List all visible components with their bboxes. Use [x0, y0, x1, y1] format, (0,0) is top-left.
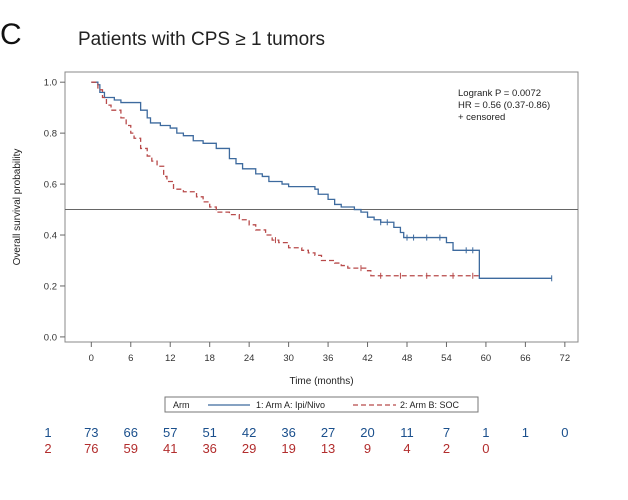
risk-count: 66 [124, 425, 138, 440]
risk-table-row-arm-b: 2 76 59 41 36 29 19 13 9 4 2 0 [0, 441, 628, 457]
y-axis: 0.0 0.2 0.4 0.6 0.8 1.0 [44, 78, 65, 344]
x-tick-label: 24 [244, 353, 255, 364]
y-tick-label: 0.0 [44, 332, 57, 343]
x-tick-label: 12 [165, 353, 176, 364]
risk-count: 7 [443, 425, 450, 440]
y-tick-label: 0.8 [44, 129, 57, 140]
risk-count: 41 [163, 441, 177, 456]
legend-title: Arm [173, 400, 190, 410]
risk-count: 76 [84, 441, 98, 456]
x-tick-label: 6 [128, 353, 133, 364]
risk-count: 59 [124, 441, 138, 456]
risk-count: 29 [242, 441, 256, 456]
risk-count: 73 [84, 425, 98, 440]
stats-annotation: Logrank P = 0.0072HR = 0.56 (0.37-0.86)+… [458, 88, 550, 123]
y-tick-label: 0.6 [44, 180, 57, 191]
risk-count: 1 [482, 425, 489, 440]
risk-arm-label: 1 [44, 425, 51, 440]
legend-label-arm-a: 1: Arm A: Ipi/Nivo [256, 400, 325, 410]
risk-count: 0 [482, 441, 489, 456]
risk-count: 2 [443, 441, 450, 456]
y-tick-label: 0.4 [44, 231, 57, 242]
x-axis: 0 6 12 18 24 30 36 42 48 54 60 66 72 [89, 342, 570, 364]
x-tick-label: 18 [204, 353, 215, 364]
risk-count: 4 [403, 441, 410, 456]
risk-count: 19 [281, 441, 295, 456]
x-tick-label: 48 [402, 353, 413, 364]
risk-count: 13 [321, 441, 335, 456]
risk-count: 36 [202, 441, 216, 456]
arm-b-curve [91, 82, 479, 276]
risk-count: 9 [364, 441, 371, 456]
y-tick-label: 1.0 [44, 78, 57, 89]
risk-table-row-arm-a: 17366575142362720117110 [0, 425, 628, 441]
x-tick-label: 66 [520, 353, 531, 364]
risk-count: 42 [242, 425, 256, 440]
risk-count: 27 [321, 425, 335, 440]
x-tick-label: 0 [89, 353, 94, 364]
risk-count: 57 [163, 425, 177, 440]
stats-annotation-line: HR = 0.56 (0.37-0.86) [458, 100, 550, 111]
y-tick-label: 0.2 [44, 281, 57, 292]
legend: Arm 1: Arm A: Ipi/Nivo 2: Arm B: SOC [165, 397, 478, 412]
legend-label-arm-b: 2: Arm B: SOC [400, 400, 460, 410]
risk-count: 51 [202, 425, 216, 440]
x-tick-label: 42 [362, 353, 373, 364]
stats-annotation-line: + censored [458, 112, 505, 123]
x-tick-label: 54 [441, 353, 452, 364]
risk-count: 11 [400, 425, 414, 440]
risk-count: 36 [281, 425, 295, 440]
risk-count: 1 [522, 425, 529, 440]
risk-arm-label: 2 [44, 441, 51, 456]
x-tick-label: 60 [481, 353, 492, 364]
y-axis-label: Overall survival probability [12, 149, 23, 266]
x-tick-label: 36 [323, 353, 334, 364]
risk-count: 20 [360, 425, 374, 440]
x-tick-label: 30 [283, 353, 294, 364]
x-tick-label: 72 [560, 353, 571, 364]
risk-count: 0 [561, 425, 568, 440]
x-axis-label: Time (months) [289, 376, 353, 387]
stats-annotation-line: Logrank P = 0.0072 [458, 88, 541, 99]
